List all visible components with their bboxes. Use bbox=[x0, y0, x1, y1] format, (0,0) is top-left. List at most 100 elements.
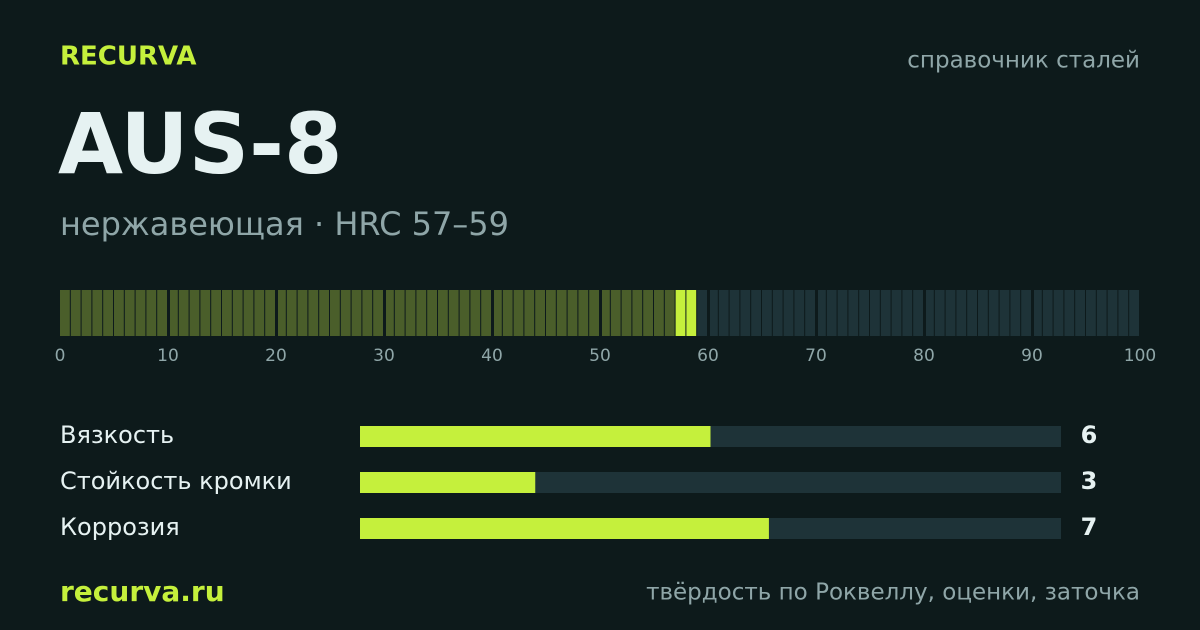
hardness-cell bbox=[654, 290, 664, 336]
hardness-cell bbox=[1021, 290, 1031, 336]
hardness-cell bbox=[610, 290, 621, 336]
hardness-cell bbox=[794, 290, 805, 336]
x-tick-label: 10 bbox=[157, 346, 179, 366]
hardness-cell bbox=[535, 290, 545, 336]
tagline: справочник сталей bbox=[907, 48, 1140, 74]
rating-label: Стойкость кромки bbox=[60, 467, 292, 495]
hardness-cell bbox=[416, 290, 427, 336]
hardness-cell bbox=[1042, 290, 1053, 336]
hardness-cell bbox=[502, 290, 513, 336]
hardness-cell bbox=[254, 290, 265, 336]
hardness-cell bbox=[386, 290, 394, 336]
hardness-cell bbox=[114, 290, 124, 336]
hardness-cell bbox=[772, 290, 783, 336]
hardness-cell bbox=[340, 290, 351, 336]
hardness-cell bbox=[1034, 290, 1042, 336]
rating-value: 3 bbox=[1081, 467, 1098, 495]
hardness-cell bbox=[602, 290, 610, 336]
rating-value: 7 bbox=[1081, 513, 1098, 541]
x-tick-label: 20 bbox=[265, 346, 287, 366]
hardness-cell bbox=[880, 290, 891, 336]
hardness-cell bbox=[330, 290, 340, 336]
hardness-cell bbox=[978, 290, 988, 336]
x-tick-label: 50 bbox=[589, 346, 611, 366]
hardness-cell bbox=[837, 290, 848, 336]
hardness-cell bbox=[762, 290, 772, 336]
x-tick-label: 70 bbox=[805, 346, 827, 366]
hardness-cell bbox=[222, 290, 232, 336]
hardness-cell bbox=[945, 290, 956, 336]
hardness-cell bbox=[751, 290, 761, 336]
hardness-cell bbox=[103, 290, 113, 336]
hardness-cell bbox=[470, 290, 481, 336]
hardness-cell bbox=[178, 290, 189, 336]
rating-bar bbox=[360, 518, 769, 539]
hardness-cell bbox=[362, 290, 373, 336]
hardness-cell bbox=[1118, 290, 1129, 336]
hardness-cell bbox=[405, 290, 416, 336]
hardness-cell bbox=[818, 290, 826, 336]
hardness-cell bbox=[718, 290, 729, 336]
hardness-cell bbox=[513, 290, 524, 336]
x-tick-label: 100 bbox=[1124, 346, 1156, 366]
hardness-range-cell bbox=[675, 290, 686, 336]
hardness-cell bbox=[319, 290, 329, 336]
site: recurva.ru bbox=[60, 575, 225, 608]
hardness-cell bbox=[1107, 290, 1118, 336]
hardness-cell bbox=[643, 290, 653, 336]
hardness-cell bbox=[902, 290, 913, 336]
hardness-cell bbox=[632, 290, 643, 336]
hardness-cell bbox=[135, 290, 146, 336]
hardness-cell bbox=[1096, 290, 1107, 336]
x-tick-label: 60 bbox=[697, 346, 719, 366]
rating-bar bbox=[360, 472, 536, 493]
hardness-cell bbox=[124, 290, 135, 336]
hardness-cell bbox=[170, 290, 178, 336]
brand: RECURVA bbox=[60, 42, 196, 72]
x-tick-label: 30 bbox=[373, 346, 395, 366]
hardness-cell bbox=[697, 290, 707, 336]
hardness-cell bbox=[805, 290, 815, 336]
hardness-cell bbox=[934, 290, 945, 336]
hardness-cell bbox=[926, 290, 934, 336]
hardness-cell bbox=[710, 290, 718, 336]
hardness-cell bbox=[913, 290, 923, 336]
hardness-cell bbox=[265, 290, 275, 336]
hardness-cell bbox=[1053, 290, 1064, 336]
hardness-cell bbox=[438, 290, 448, 336]
hardness-cell bbox=[494, 290, 502, 336]
hardness-cell bbox=[308, 290, 319, 336]
hardness-cell bbox=[459, 290, 470, 336]
hardness-cell bbox=[60, 290, 70, 336]
hardness-cell bbox=[286, 290, 297, 336]
hardness-cell bbox=[481, 290, 491, 336]
subtitle: нержавеющая · HRC 57–59 bbox=[60, 205, 509, 243]
hardness-cell bbox=[297, 290, 308, 336]
hardness-cell bbox=[524, 290, 535, 336]
x-tick-label: 40 bbox=[481, 346, 503, 366]
hardness-cell bbox=[729, 290, 740, 336]
hardness-cell bbox=[891, 290, 902, 336]
hardness-cell bbox=[826, 290, 837, 336]
hardness-cell bbox=[664, 290, 675, 336]
hardness-cell bbox=[621, 290, 632, 336]
hardness-cell bbox=[92, 290, 103, 336]
hardness-cell bbox=[999, 290, 1010, 336]
hardness-cell bbox=[1010, 290, 1021, 336]
hardness-cell bbox=[243, 290, 254, 336]
hardness-cell bbox=[578, 290, 589, 336]
hardness-cell bbox=[848, 290, 859, 336]
x-tick-label: 90 bbox=[1021, 346, 1043, 366]
hardness-cell bbox=[546, 290, 556, 336]
hardness-cell bbox=[394, 290, 405, 336]
hardness-cell bbox=[211, 290, 221, 336]
hardness-cell bbox=[70, 290, 81, 336]
hardness-cell bbox=[956, 290, 967, 336]
hardness-cell bbox=[278, 290, 286, 336]
hardness-cell bbox=[567, 290, 578, 336]
hardness-cell bbox=[1075, 290, 1085, 336]
rating-label: Коррозия bbox=[60, 513, 180, 541]
hardness-cell bbox=[740, 290, 751, 336]
hardness-cell bbox=[589, 290, 599, 336]
